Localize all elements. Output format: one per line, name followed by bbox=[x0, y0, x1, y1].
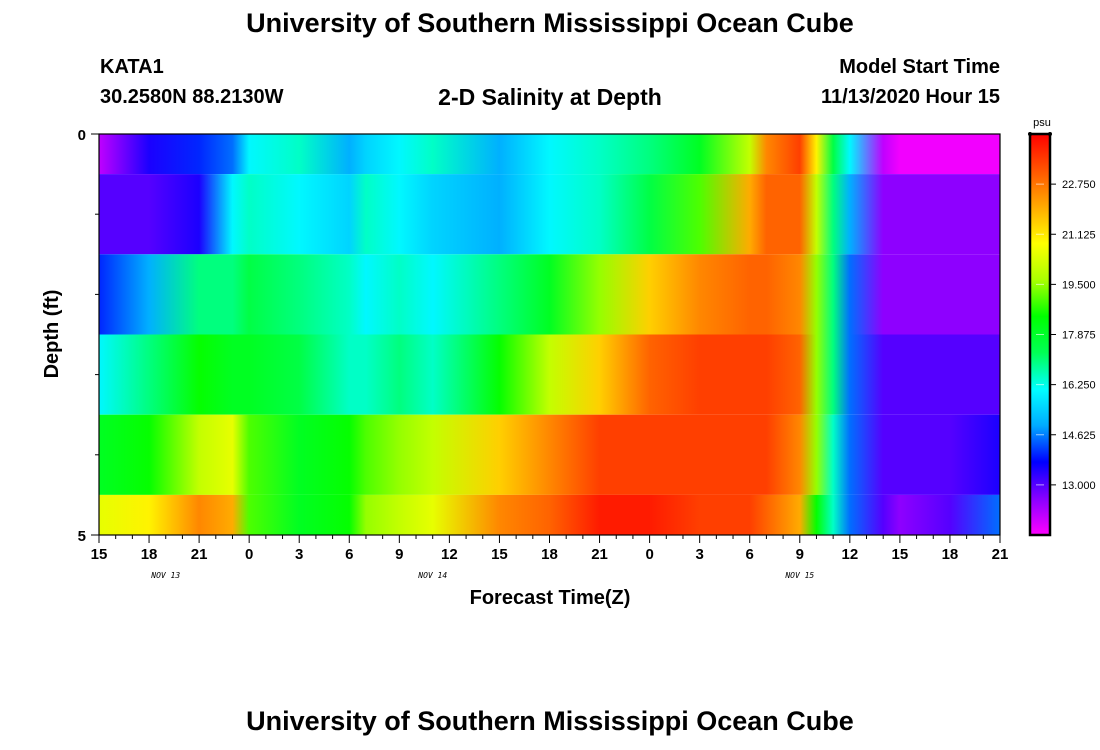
heatmap-row bbox=[99, 134, 1000, 175]
colorbar-tick-label: 22.750 bbox=[1062, 179, 1096, 191]
x-axis-label: Forecast Time(Z) bbox=[470, 587, 631, 609]
x-tick-label: 21 bbox=[992, 546, 1009, 563]
y-tick-label: 5 bbox=[78, 528, 86, 545]
colorbar-tick-label: 14.625 bbox=[1062, 430, 1096, 442]
colorbar-corner bbox=[1048, 132, 1052, 136]
colorbar-tick-label: 19.500 bbox=[1062, 279, 1096, 291]
x-tick-label: 12 bbox=[441, 546, 458, 563]
x-tick-label: 0 bbox=[645, 546, 653, 563]
footer-title: University of Southern Mississippi Ocean… bbox=[246, 706, 854, 736]
heatmap-cells bbox=[99, 134, 1000, 535]
date-label: NOV 15 bbox=[784, 571, 814, 580]
x-tick-label: 18 bbox=[141, 546, 158, 563]
heatmap-row bbox=[99, 334, 1000, 415]
x-tick-label: 9 bbox=[395, 546, 403, 563]
x-tick-label: 6 bbox=[345, 546, 353, 563]
colorbar-corner bbox=[1028, 132, 1032, 136]
x-tick-label: 15 bbox=[91, 546, 108, 563]
colorbar-ticks: 22.750 21.125 19.500 17.875 16.250 14.625 13.0… bbox=[1028, 132, 1096, 492]
heatmap-row bbox=[99, 494, 1000, 535]
page-title: University of Southern Mississippi Ocean… bbox=[246, 8, 854, 38]
y-axis-label: Depth (ft) bbox=[41, 290, 63, 379]
date-label: NOV 13 bbox=[150, 571, 180, 580]
x-tick-label: 15 bbox=[892, 546, 909, 563]
colorbar-unit: psu bbox=[1033, 117, 1051, 129]
x-tick-label: 15 bbox=[491, 546, 508, 563]
heatmap-row bbox=[99, 174, 1000, 255]
colorbar-tick-label: 13.000 bbox=[1062, 480, 1096, 492]
x-tick-label: 12 bbox=[841, 546, 858, 563]
model-start-label: Model Start Time bbox=[839, 56, 1000, 78]
heatmap-row bbox=[99, 414, 1000, 495]
x-tick-label: 21 bbox=[591, 546, 608, 563]
x-tick-label: 18 bbox=[541, 546, 558, 563]
station-coordinates: 30.2580N 88.2130W bbox=[100, 86, 284, 108]
x-tick-label: 21 bbox=[191, 546, 208, 563]
x-tick-label: 3 bbox=[695, 546, 703, 563]
date-labels: NOV 13 NOV 14 NOV 15 bbox=[150, 571, 814, 580]
station-id: KATA1 bbox=[100, 56, 164, 78]
x-tick-label: 6 bbox=[746, 546, 754, 563]
chart-title: 2-D Salinity at Depth bbox=[438, 84, 662, 110]
colorbar-tick-label: 21.125 bbox=[1062, 229, 1096, 241]
y-tick-label: 0 bbox=[78, 127, 86, 144]
model-start-value: 11/13/2020 Hour 15 bbox=[820, 86, 1000, 108]
x-tick-label: 18 bbox=[942, 546, 959, 563]
colorbar-tick-label: 17.875 bbox=[1062, 330, 1096, 342]
x-axis: 15 18 21 0 3 6 9 12 15 18 21 0 3 6 9 12 15 18 21 bbox=[91, 535, 1009, 563]
x-tick-label: 3 bbox=[295, 546, 303, 563]
x-tick-label: 0 bbox=[245, 546, 253, 563]
y-axis: 05 bbox=[78, 127, 99, 545]
x-tick-label: 9 bbox=[796, 546, 804, 563]
heatmap-row bbox=[99, 254, 1000, 335]
salinity-heatmap-chart: 05 15 18 21 0 3 6 9 12 15 18 21 0 3 6 9 12 15 18 21 NOV 13… bbox=[41, 117, 1096, 609]
date-label: NOV 14 bbox=[417, 571, 447, 580]
colorbar-tick-label: 16.250 bbox=[1062, 380, 1096, 392]
